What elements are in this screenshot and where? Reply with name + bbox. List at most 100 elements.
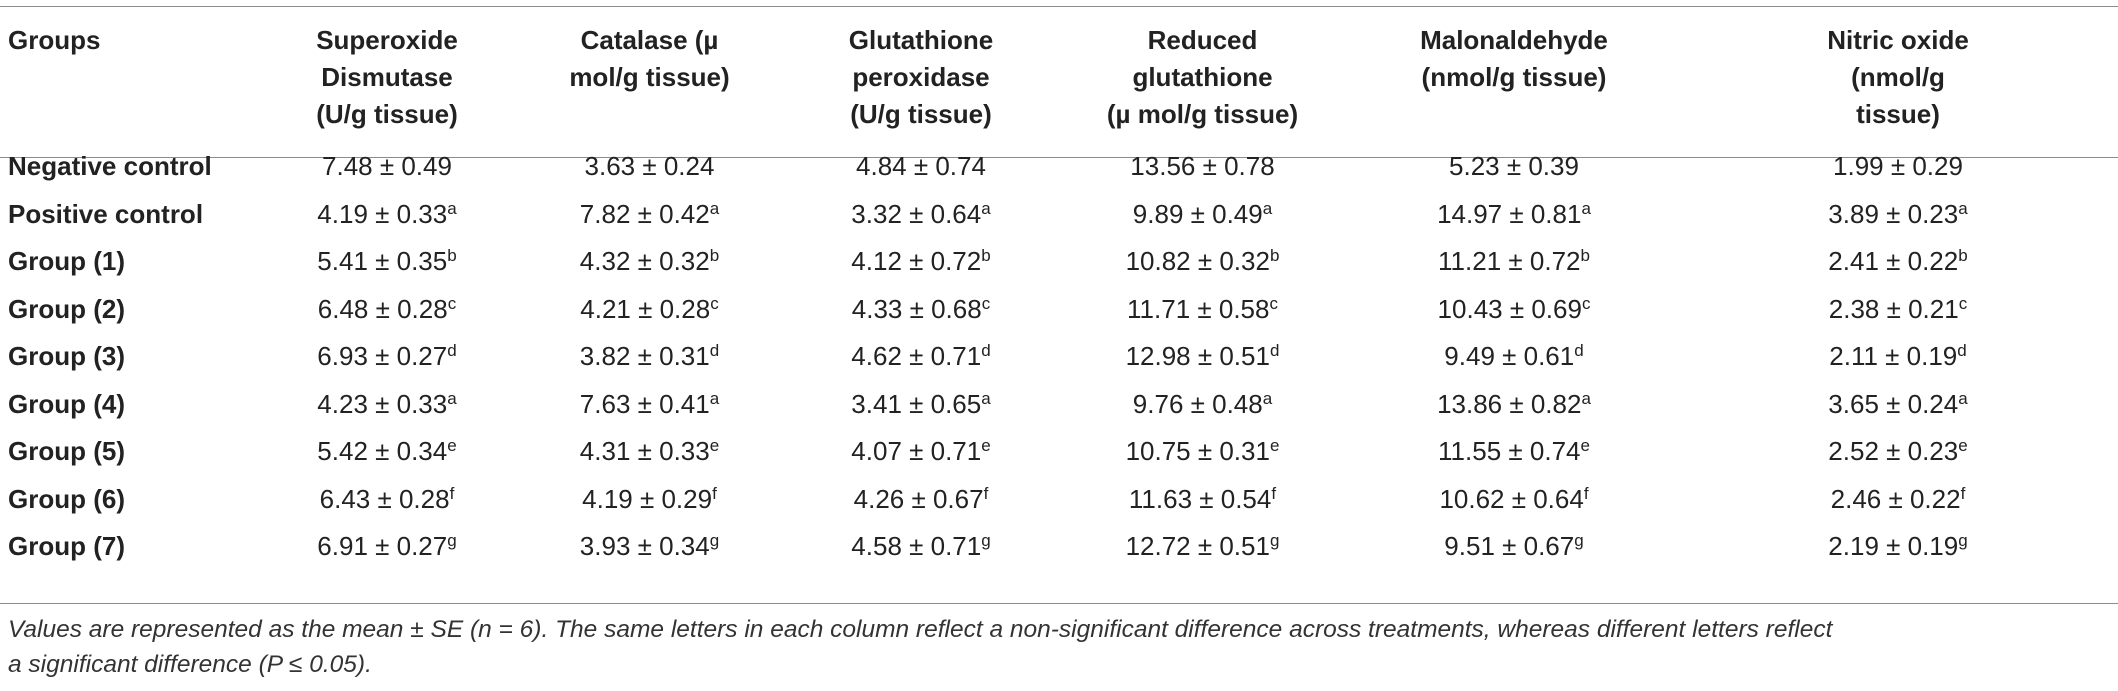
oxidative-stress-table: Groups Superoxide Dismutase (U/g tissue) Cat… (0, 8, 2118, 571)
significance-letter: c (710, 293, 719, 313)
mean-se-value: 2.11 ± 0.19 (1829, 341, 1958, 372)
significance-letter: e (709, 436, 720, 456)
mean-se-value: 9.49 ± 0.61 (1444, 341, 1575, 372)
mean-se-value: 12.72 ± 0.51 (1125, 531, 1270, 562)
footnote-line-2: a significant difference (P ≤ 0.05). (8, 651, 372, 678)
mean-se-value: 1.99 ± 0.29 (1833, 151, 1963, 182)
mean-se-value: 3.32 ± 0.64 (851, 198, 982, 229)
mean-se-value: 2.19 ± 0.19 (1828, 531, 1959, 562)
significance-letter: a (1581, 388, 1591, 408)
value-cell: 2.52 ± 0.23e (1678, 428, 2118, 476)
significance-letter: b (981, 246, 991, 266)
column-header-line: (U/g tissue) (850, 99, 992, 129)
significance-letter: b (1958, 246, 1968, 266)
mean-se-value: 2.38 ± 0.21 (1828, 293, 1959, 324)
mean-se-value: 4.62 ± 0.71 (851, 341, 982, 372)
column-header: Nitric oxide (nmol/g tissue) (1678, 8, 2118, 143)
column-header-line: Catalase (µ (580, 25, 719, 55)
significance-letter: e (981, 436, 991, 456)
value-cell: 3.63 ± 0.24 (512, 143, 787, 191)
group-label: Group (5) (8, 436, 125, 467)
significance-letter: c (1581, 293, 1591, 313)
value-cell: 5.41 ± 0.35b (262, 238, 512, 286)
column-header-line: Dismutase (321, 62, 453, 92)
significance-letter: b (1269, 246, 1280, 266)
mean-se-value: 7.63 ± 0.41 (579, 388, 710, 419)
mean-se-value: 4.07 ± 0.71 (851, 436, 982, 467)
significance-letter: d (1269, 341, 1280, 361)
column-header-line: peroxidase (852, 62, 990, 92)
mean-se-value: 11.63 ± 0.54 (1128, 483, 1272, 514)
column-header-line: Malonaldehyde (1420, 25, 1608, 55)
significance-letter: g (447, 531, 457, 551)
value-cell: 6.43 ± 0.28f (262, 476, 512, 524)
group-label: Group (2) (8, 293, 125, 324)
value-cell: 11.63 ± 0.54f (1055, 476, 1350, 524)
mean-se-value: 7.48 ± 0.49 (322, 151, 452, 182)
value-cell: 7.48 ± 0.49 (262, 143, 512, 191)
mean-se-value: 10.82 ± 0.32 (1125, 246, 1270, 277)
mean-se-value: 10.43 ± 0.69 (1437, 293, 1582, 324)
significance-letter: a (1262, 388, 1273, 408)
value-cell: 13.86 ± 0.82a (1350, 381, 1678, 429)
footnote-line-1: Values are represented as the mean ± SE … (8, 616, 1833, 643)
mean-se-value: 5.41 ± 0.35 (317, 246, 448, 277)
significance-letter: c (1269, 293, 1278, 313)
significance-letter: a (1262, 198, 1273, 218)
significance-letter: a (709, 388, 720, 408)
column-header-line: glutathione (1132, 62, 1273, 92)
mean-se-value: 3.41 ± 0.65 (851, 388, 982, 419)
significance-letter: e (1958, 436, 1968, 456)
value-cell: 5.23 ± 0.39 (1350, 143, 1678, 191)
value-cell: 12.72 ± 0.51g (1055, 523, 1350, 571)
column-header: Superoxide Dismutase (U/g tissue) (262, 8, 512, 143)
value-cell: 4.19 ± 0.33a (262, 191, 512, 239)
significance-letter: d (447, 341, 457, 361)
significance-letter: a (447, 388, 457, 408)
column-header-line: Groups (8, 25, 101, 55)
value-cell: 4.19 ± 0.29f (512, 476, 787, 524)
mean-se-value: 5.42 ± 0.34 (317, 436, 448, 467)
value-cell: 9.76 ± 0.48a (1055, 381, 1350, 429)
column-header-line: (nmol/g tissue) (1421, 62, 1607, 92)
table-row: Group (5) 5.42 ± 0.34e 4.31 ± 0.33e 4.07 ± … (0, 428, 2118, 476)
significance-letter: g (709, 531, 720, 551)
value-cell: 2.46 ± 0.22f (1678, 476, 2118, 524)
value-cell: 7.82 ± 0.42a (512, 191, 787, 239)
table-row: Group (6) 6.43 ± 0.28f 4.19 ± 0.29f 4.26 ± … (0, 476, 2118, 524)
mean-se-value: 3.65 ± 0.24 (1828, 388, 1959, 419)
column-header-line: (nmol/g (1851, 62, 1945, 92)
column-header-line: mol/g tissue) (569, 62, 730, 92)
significance-letter: a (1581, 198, 1591, 218)
mean-se-value: 10.75 ± 0.31 (1125, 436, 1270, 467)
mean-se-value: 4.23 ± 0.33 (317, 388, 448, 419)
group-label: Group (4) (8, 388, 125, 419)
table-row: Group (1) 5.41 ± 0.35b 4.32 ± 0.32b 4.12 ± … (0, 238, 2118, 286)
value-cell: 11.55 ± 0.74e (1350, 428, 1678, 476)
value-cell: 1.99 ± 0.29 (1678, 143, 2118, 191)
column-header-line: Reduced (1147, 25, 1258, 55)
table-row: Negative control 7.48 ± 0.49 3.63 ± 0.24 4.… (0, 143, 2118, 191)
mean-se-value: 7.82 ± 0.42 (579, 198, 710, 229)
mean-se-value: 2.41 ± 0.22 (1828, 246, 1959, 277)
mean-se-value: 4.33 ± 0.68 (851, 293, 982, 324)
value-cell: 2.11 ± 0.19d (1678, 333, 2118, 381)
significance-letter: a (981, 388, 991, 408)
mean-se-value: 5.23 ± 0.39 (1449, 151, 1579, 182)
column-header: Groups (0, 8, 262, 143)
table-body: Negative control 7.48 ± 0.49 3.63 ± 0.24 4.… (0, 143, 2118, 571)
header-row: Groups Superoxide Dismutase (U/g tissue) Cat… (0, 8, 2118, 143)
table-row: Group (2) 6.48 ± 0.28c 4.21 ± 0.28c 4.33 ± … (0, 286, 2118, 334)
significance-letter: a (709, 198, 720, 218)
table-footnote: Values are represented as the mean ± SE … (8, 612, 2108, 682)
significance-letter: f (1271, 483, 1277, 503)
significance-letter: c (447, 293, 457, 313)
table-header: Groups Superoxide Dismutase (U/g tissue) Cat… (0, 8, 2118, 143)
value-cell: 4.32 ± 0.32b (512, 238, 787, 286)
value-cell: 10.82 ± 0.32b (1055, 238, 1350, 286)
mean-se-value: 11.21 ± 0.72 (1438, 246, 1581, 277)
significance-letter: b (1580, 246, 1590, 266)
group-label: Group (6) (8, 483, 125, 514)
value-cell: 3.32 ± 0.64a (787, 191, 1055, 239)
